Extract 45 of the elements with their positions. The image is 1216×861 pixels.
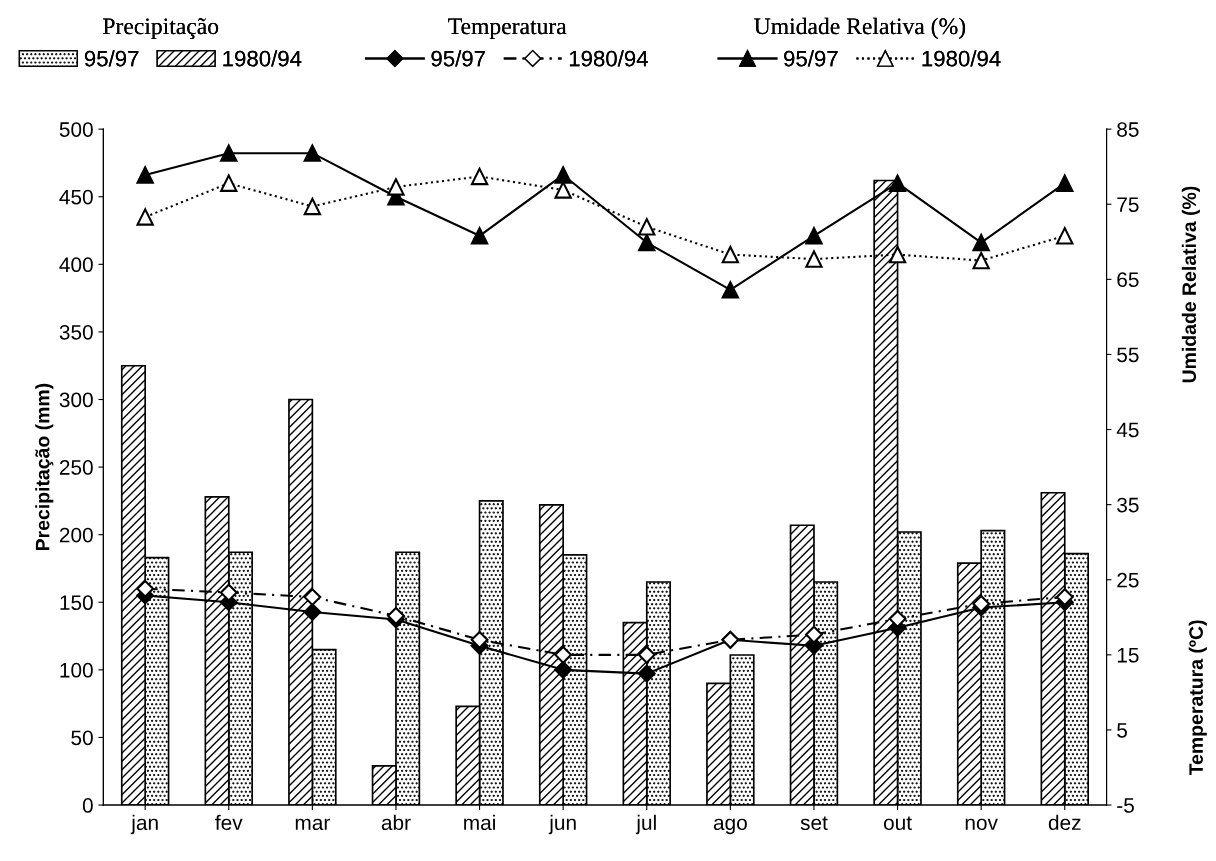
x-tick-label: jan: [130, 814, 158, 835]
y-tick-label: 450: [59, 189, 93, 205]
y2-tick-label: -5: [1117, 798, 1134, 813]
x-tick-label: fev: [215, 814, 243, 831]
y-tick-label: 300: [59, 392, 93, 408]
x-tick-label: set: [800, 816, 828, 831]
y-axis-title: Precipitação (mm): [35, 383, 54, 551]
y-tick-label: 0: [82, 798, 93, 813]
text: Precipitação: [103, 18, 219, 40]
y-tick-label: 150: [60, 595, 93, 611]
x-tick-label: abr: [381, 814, 411, 831]
y2-tick-label: 15: [1117, 648, 1139, 663]
x-tick-label: jun: [548, 814, 576, 835]
y2-tick-label: 45: [1116, 422, 1139, 438]
y2-axis-title: Umidade Relativa (%): [1181, 186, 1200, 383]
x-tick-label: nov: [965, 818, 998, 831]
y2-tick-label: 65: [1117, 272, 1139, 288]
x-tick-label: mai: [464, 814, 495, 831]
legend-label: 95/97: [84, 50, 139, 67]
text: Temperatura (ºC): [1188, 620, 1207, 776]
y2-tick-label: 55: [1117, 347, 1139, 363]
y2-tick-label: 75: [1117, 197, 1139, 212]
x-tick-label: ago: [713, 818, 747, 835]
legend-label: 1980/94: [223, 50, 302, 67]
y-tick-label: 100: [60, 662, 93, 678]
y-tick-label: 250: [59, 460, 93, 475]
y-tick-label: 500: [59, 122, 93, 137]
legend-label: 95/97: [784, 50, 838, 67]
x-tick-label: jul: [635, 814, 656, 835]
legend-label: 1980/94: [922, 50, 1001, 67]
y-tick-label: 50: [71, 730, 93, 746]
legend-label: 1980/94: [569, 50, 648, 67]
text: Umidade Relativa (%): [754, 17, 966, 40]
y-tick-label: 200: [59, 527, 93, 543]
y2-tick-label: 5: [1117, 723, 1127, 738]
y-tick-label: 350: [59, 324, 93, 340]
x-tick-label: dez: [1048, 814, 1081, 831]
x-tick-label: mar: [295, 818, 330, 831]
y2-tick-label: 85: [1117, 122, 1139, 137]
text: Temperatura: [448, 18, 567, 40]
y2-tick-label: 25: [1117, 572, 1139, 588]
y-tick-label: 400: [59, 257, 93, 273]
x-tick-label: out: [883, 816, 912, 831]
y2-tick-label: 35: [1117, 497, 1139, 513]
legend-label: 95/97: [431, 50, 485, 67]
